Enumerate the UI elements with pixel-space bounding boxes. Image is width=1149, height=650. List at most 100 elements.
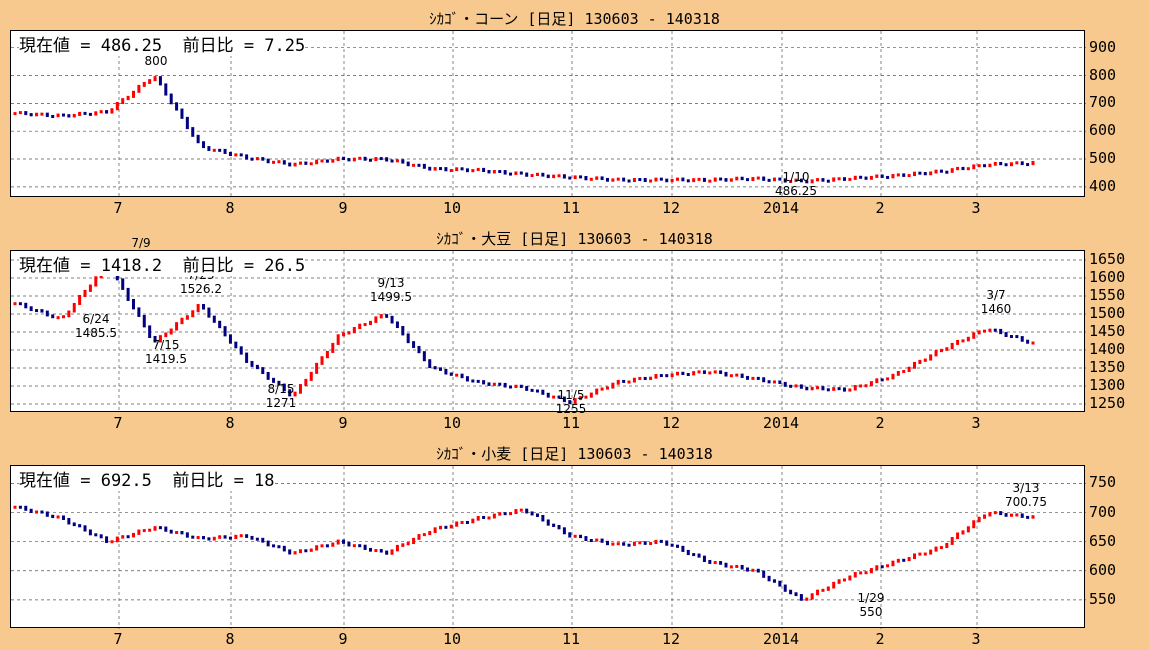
x-tick-label: 2 — [875, 199, 885, 217]
price-bar — [379, 157, 383, 161]
price-bar — [740, 176, 744, 181]
price-bar — [966, 526, 970, 533]
price-bar — [78, 294, 82, 305]
price-bar — [390, 315, 394, 324]
x-tick-label: 9 — [338, 199, 348, 217]
price-bar — [525, 508, 529, 514]
price-bar — [202, 304, 206, 310]
price-bar — [993, 161, 997, 166]
price-bar — [842, 387, 846, 392]
price-bar — [331, 342, 335, 353]
price-bar — [110, 108, 114, 114]
annotation-value: 1271 — [266, 396, 297, 410]
price-bar — [298, 161, 302, 165]
price-bar — [487, 382, 491, 386]
price-bar — [455, 167, 459, 172]
price-bar — [611, 178, 615, 182]
price-bar — [358, 323, 362, 330]
price-bar — [535, 172, 539, 177]
price-bar — [185, 116, 189, 130]
price-bar — [805, 180, 809, 184]
price-bar — [498, 512, 502, 516]
price-bar — [142, 529, 146, 533]
price-bar — [514, 171, 518, 175]
price-bar — [358, 544, 362, 548]
price-bar — [13, 112, 17, 116]
annotation-date: 11/5 — [558, 388, 585, 402]
price-bar — [530, 511, 534, 516]
price-bar — [810, 179, 814, 184]
price-bar — [29, 508, 33, 514]
annotation-value: 1526.2 — [180, 282, 222, 296]
price-bar — [422, 533, 426, 537]
price-bar — [977, 516, 981, 523]
x-tick-label: 7 — [113, 199, 123, 217]
price-bar — [293, 551, 297, 555]
price-bar — [611, 382, 615, 389]
price-bar — [40, 510, 44, 514]
price-bar — [821, 178, 825, 182]
price-bar — [61, 113, 65, 117]
price-bar — [983, 329, 987, 333]
price-bar — [261, 537, 265, 543]
price-bar — [406, 542, 410, 546]
price-bar — [444, 167, 448, 172]
price-bar — [169, 328, 173, 335]
price-bar — [374, 316, 378, 323]
price-bar — [88, 284, 92, 292]
price-bar — [713, 561, 717, 565]
price-bar — [649, 179, 653, 183]
price-bar — [886, 564, 890, 568]
price-bar — [449, 524, 453, 529]
price-bar — [950, 342, 954, 350]
price-bar — [51, 114, 55, 118]
price-bar — [277, 160, 281, 164]
price-bar — [541, 389, 545, 395]
price-bar — [627, 543, 631, 547]
price-bar — [439, 525, 443, 530]
price-bar — [72, 113, 76, 118]
price-bar — [293, 391, 297, 397]
price-bar — [218, 320, 222, 329]
price-bar — [67, 310, 71, 318]
price-bar — [385, 157, 389, 162]
y-tick-label: 1500 — [1089, 304, 1126, 322]
price-bar — [406, 161, 410, 167]
price-bar — [88, 112, 92, 116]
price-bar — [228, 334, 232, 344]
price-bar — [918, 359, 922, 364]
price-bar — [918, 171, 922, 175]
price-bar — [740, 373, 744, 378]
price-bar — [665, 374, 669, 378]
price-bar — [158, 76, 162, 86]
price-bar — [261, 157, 265, 161]
y-tick-label: 1350 — [1089, 358, 1126, 376]
price-bar — [902, 558, 906, 562]
price-bar — [778, 380, 782, 384]
price-bar — [476, 516, 480, 521]
price-bar — [735, 176, 739, 181]
price-bar — [460, 520, 464, 524]
price-bar — [654, 374, 658, 379]
price-bar — [35, 309, 39, 313]
price-bar — [94, 533, 98, 537]
price-bar — [983, 164, 987, 168]
price-bar — [977, 330, 981, 335]
price-bar — [756, 376, 760, 380]
price-bar — [869, 568, 873, 574]
price-bar — [659, 177, 663, 181]
price-bar — [826, 179, 830, 183]
price-bar — [676, 177, 680, 181]
price-bar — [837, 579, 841, 584]
price-bar — [934, 350, 938, 357]
price-bar — [557, 174, 561, 178]
x-tick-label: 11 — [561, 414, 581, 432]
price-bar — [498, 170, 502, 174]
price-bar — [783, 178, 787, 183]
price-bar — [929, 354, 933, 361]
price-bar — [212, 536, 216, 541]
price-bar — [395, 159, 399, 163]
price-bar — [428, 166, 432, 171]
price-bar — [535, 513, 539, 517]
